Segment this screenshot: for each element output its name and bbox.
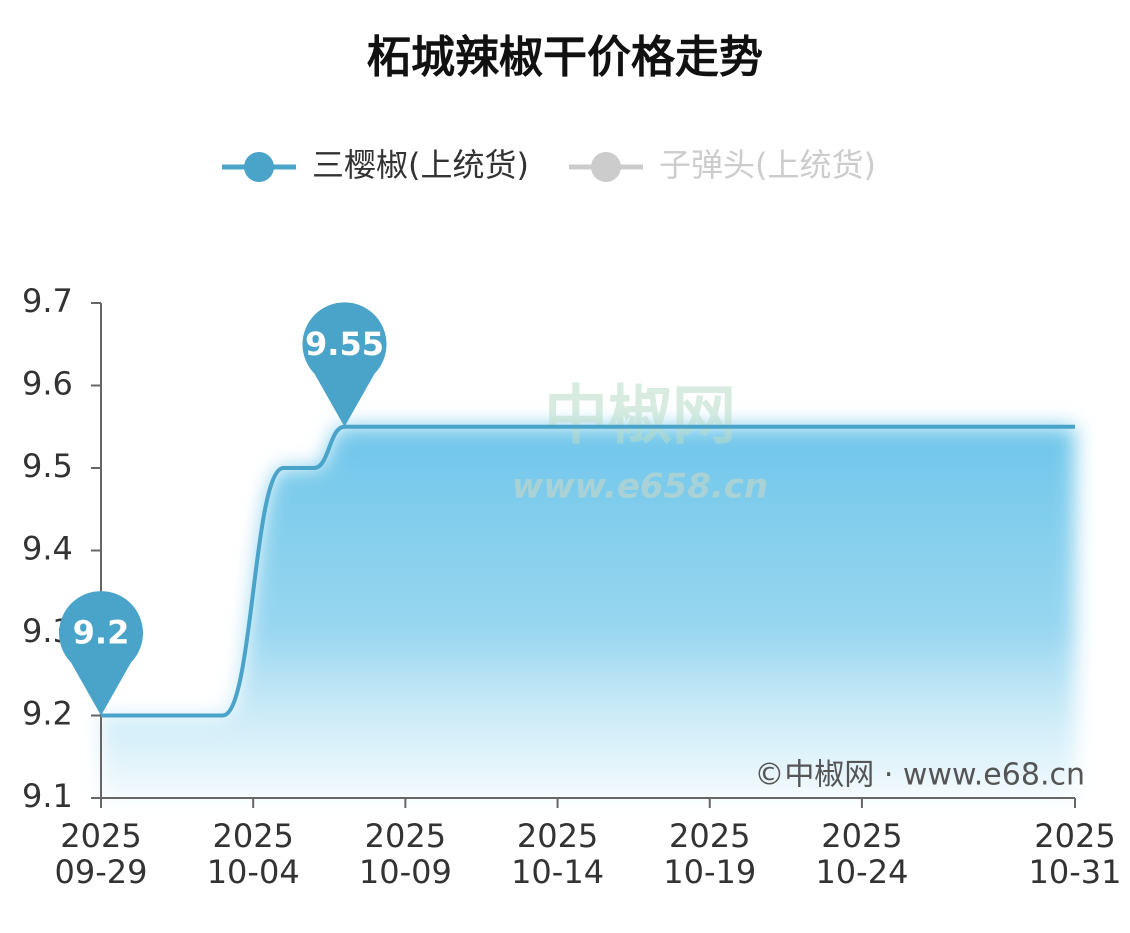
pin-label: 9.55 xyxy=(305,325,384,363)
credit: ©中椒网 · www.e68.cn xyxy=(754,758,1085,793)
x-tick-label: 2025 10-24 xyxy=(815,817,908,891)
x-tick-label: 2025 10-14 xyxy=(511,817,604,891)
y-tick-label: 9.1 xyxy=(22,777,73,815)
y-tick-label: 9.7 xyxy=(22,282,73,320)
pin-label: 9.2 xyxy=(73,614,130,652)
watermark-url: www.e658.cn xyxy=(512,467,768,507)
y-tick-label: 9.4 xyxy=(22,530,73,568)
legend-label: 子弹头(上统货) xyxy=(659,146,876,184)
x-tick-label: 2025 10-09 xyxy=(359,817,452,891)
x-tick-label: 2025 10-19 xyxy=(663,817,756,891)
line xyxy=(101,424,1075,718)
y-tick-label: 9.2 xyxy=(22,695,73,733)
x-tick-label: 2025 09-29 xyxy=(55,817,148,891)
legend-label: 三樱椒(上统货) xyxy=(312,146,529,184)
pin xyxy=(302,302,387,427)
x-tick-label: 2025 10-04 xyxy=(207,817,300,891)
y-tick-label: 9.5 xyxy=(22,447,73,485)
watermark: 中椒网 xyxy=(544,380,736,454)
legend-marker xyxy=(590,152,621,182)
pin xyxy=(59,591,144,716)
legend-marker xyxy=(244,152,274,182)
chart-title: 柘城辣椒干价格走势 xyxy=(367,32,763,83)
x-tick-label: 2025 10-31 xyxy=(1029,817,1122,891)
y-tick-label: 9.6 xyxy=(22,365,73,403)
area xyxy=(101,426,1075,798)
